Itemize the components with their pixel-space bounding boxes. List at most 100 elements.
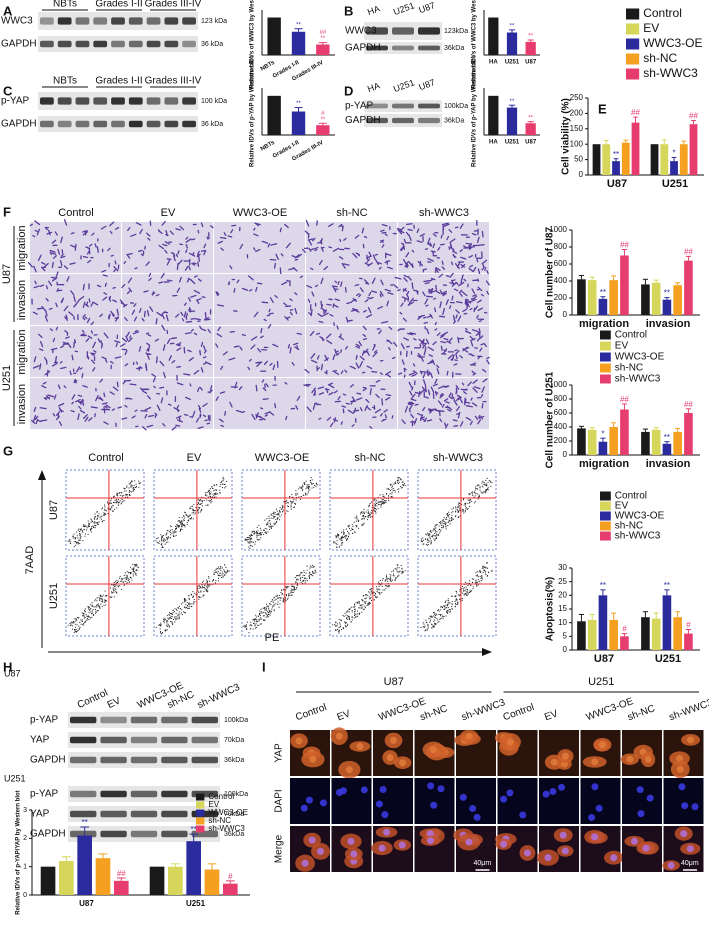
event <box>426 628 428 630</box>
cell <box>469 298 477 303</box>
cell <box>197 261 200 267</box>
cell <box>255 384 258 392</box>
event <box>344 622 346 624</box>
cell <box>313 392 316 396</box>
event <box>295 490 297 492</box>
event <box>487 571 489 573</box>
cell <box>379 372 383 376</box>
cell <box>60 366 67 370</box>
band <box>418 117 440 124</box>
event <box>81 620 83 622</box>
event <box>315 482 317 484</box>
event <box>481 574 483 576</box>
event <box>421 538 423 540</box>
event <box>192 596 194 598</box>
event <box>249 541 251 543</box>
event <box>186 605 188 607</box>
event <box>81 619 83 621</box>
cell <box>39 284 45 287</box>
cell <box>377 261 382 265</box>
cell <box>459 397 463 404</box>
event <box>477 584 479 586</box>
event <box>397 571 399 573</box>
event <box>166 530 168 532</box>
event <box>250 534 252 536</box>
event <box>255 620 257 622</box>
event <box>273 609 275 611</box>
event <box>130 576 132 578</box>
event <box>132 575 134 577</box>
event <box>386 574 388 576</box>
event <box>159 632 161 634</box>
event <box>338 630 340 632</box>
event <box>277 601 279 603</box>
cell <box>433 297 437 300</box>
cell <box>318 320 324 323</box>
event <box>449 520 451 522</box>
cell <box>59 260 63 267</box>
event <box>352 528 354 530</box>
cell <box>64 330 68 334</box>
event <box>345 626 347 628</box>
event <box>119 494 121 496</box>
band <box>164 40 179 48</box>
event <box>379 589 381 591</box>
cell <box>158 244 165 250</box>
event <box>252 628 254 630</box>
event <box>254 533 256 535</box>
event <box>462 586 464 588</box>
cell <box>422 291 426 297</box>
event <box>481 567 483 569</box>
event <box>369 589 371 591</box>
cell <box>420 389 425 394</box>
band <box>392 103 414 109</box>
event <box>252 531 254 533</box>
event <box>111 591 113 593</box>
bar <box>641 617 650 650</box>
cell <box>59 345 65 349</box>
cell <box>359 355 365 361</box>
event <box>216 571 218 573</box>
nucleus <box>544 854 552 862</box>
cell <box>73 315 75 320</box>
event <box>351 619 353 621</box>
event <box>249 535 251 537</box>
event <box>428 617 430 619</box>
event <box>347 625 349 627</box>
event <box>254 625 256 627</box>
event <box>221 574 223 576</box>
bar <box>641 431 650 455</box>
bar <box>149 866 165 895</box>
event <box>105 601 107 603</box>
event <box>279 519 281 521</box>
event <box>452 518 454 520</box>
event <box>88 522 90 524</box>
event <box>393 575 395 577</box>
event <box>430 542 432 544</box>
event <box>358 613 360 615</box>
event <box>436 614 438 616</box>
band <box>40 120 54 128</box>
cell <box>327 382 333 386</box>
event <box>355 602 357 604</box>
cell <box>176 262 179 271</box>
event <box>247 541 249 543</box>
cell <box>291 362 295 366</box>
cell <box>434 328 438 331</box>
event <box>483 567 485 569</box>
event <box>431 627 433 629</box>
event <box>375 502 377 504</box>
event <box>342 627 344 629</box>
cell <box>472 379 478 384</box>
event <box>335 621 337 623</box>
cell <box>114 356 122 359</box>
event <box>311 487 313 489</box>
event <box>483 570 485 572</box>
event <box>79 627 81 629</box>
event <box>347 538 349 540</box>
cell <box>189 383 192 387</box>
event <box>190 517 192 519</box>
cell <box>75 398 81 403</box>
event <box>440 520 442 522</box>
cell <box>454 226 459 229</box>
